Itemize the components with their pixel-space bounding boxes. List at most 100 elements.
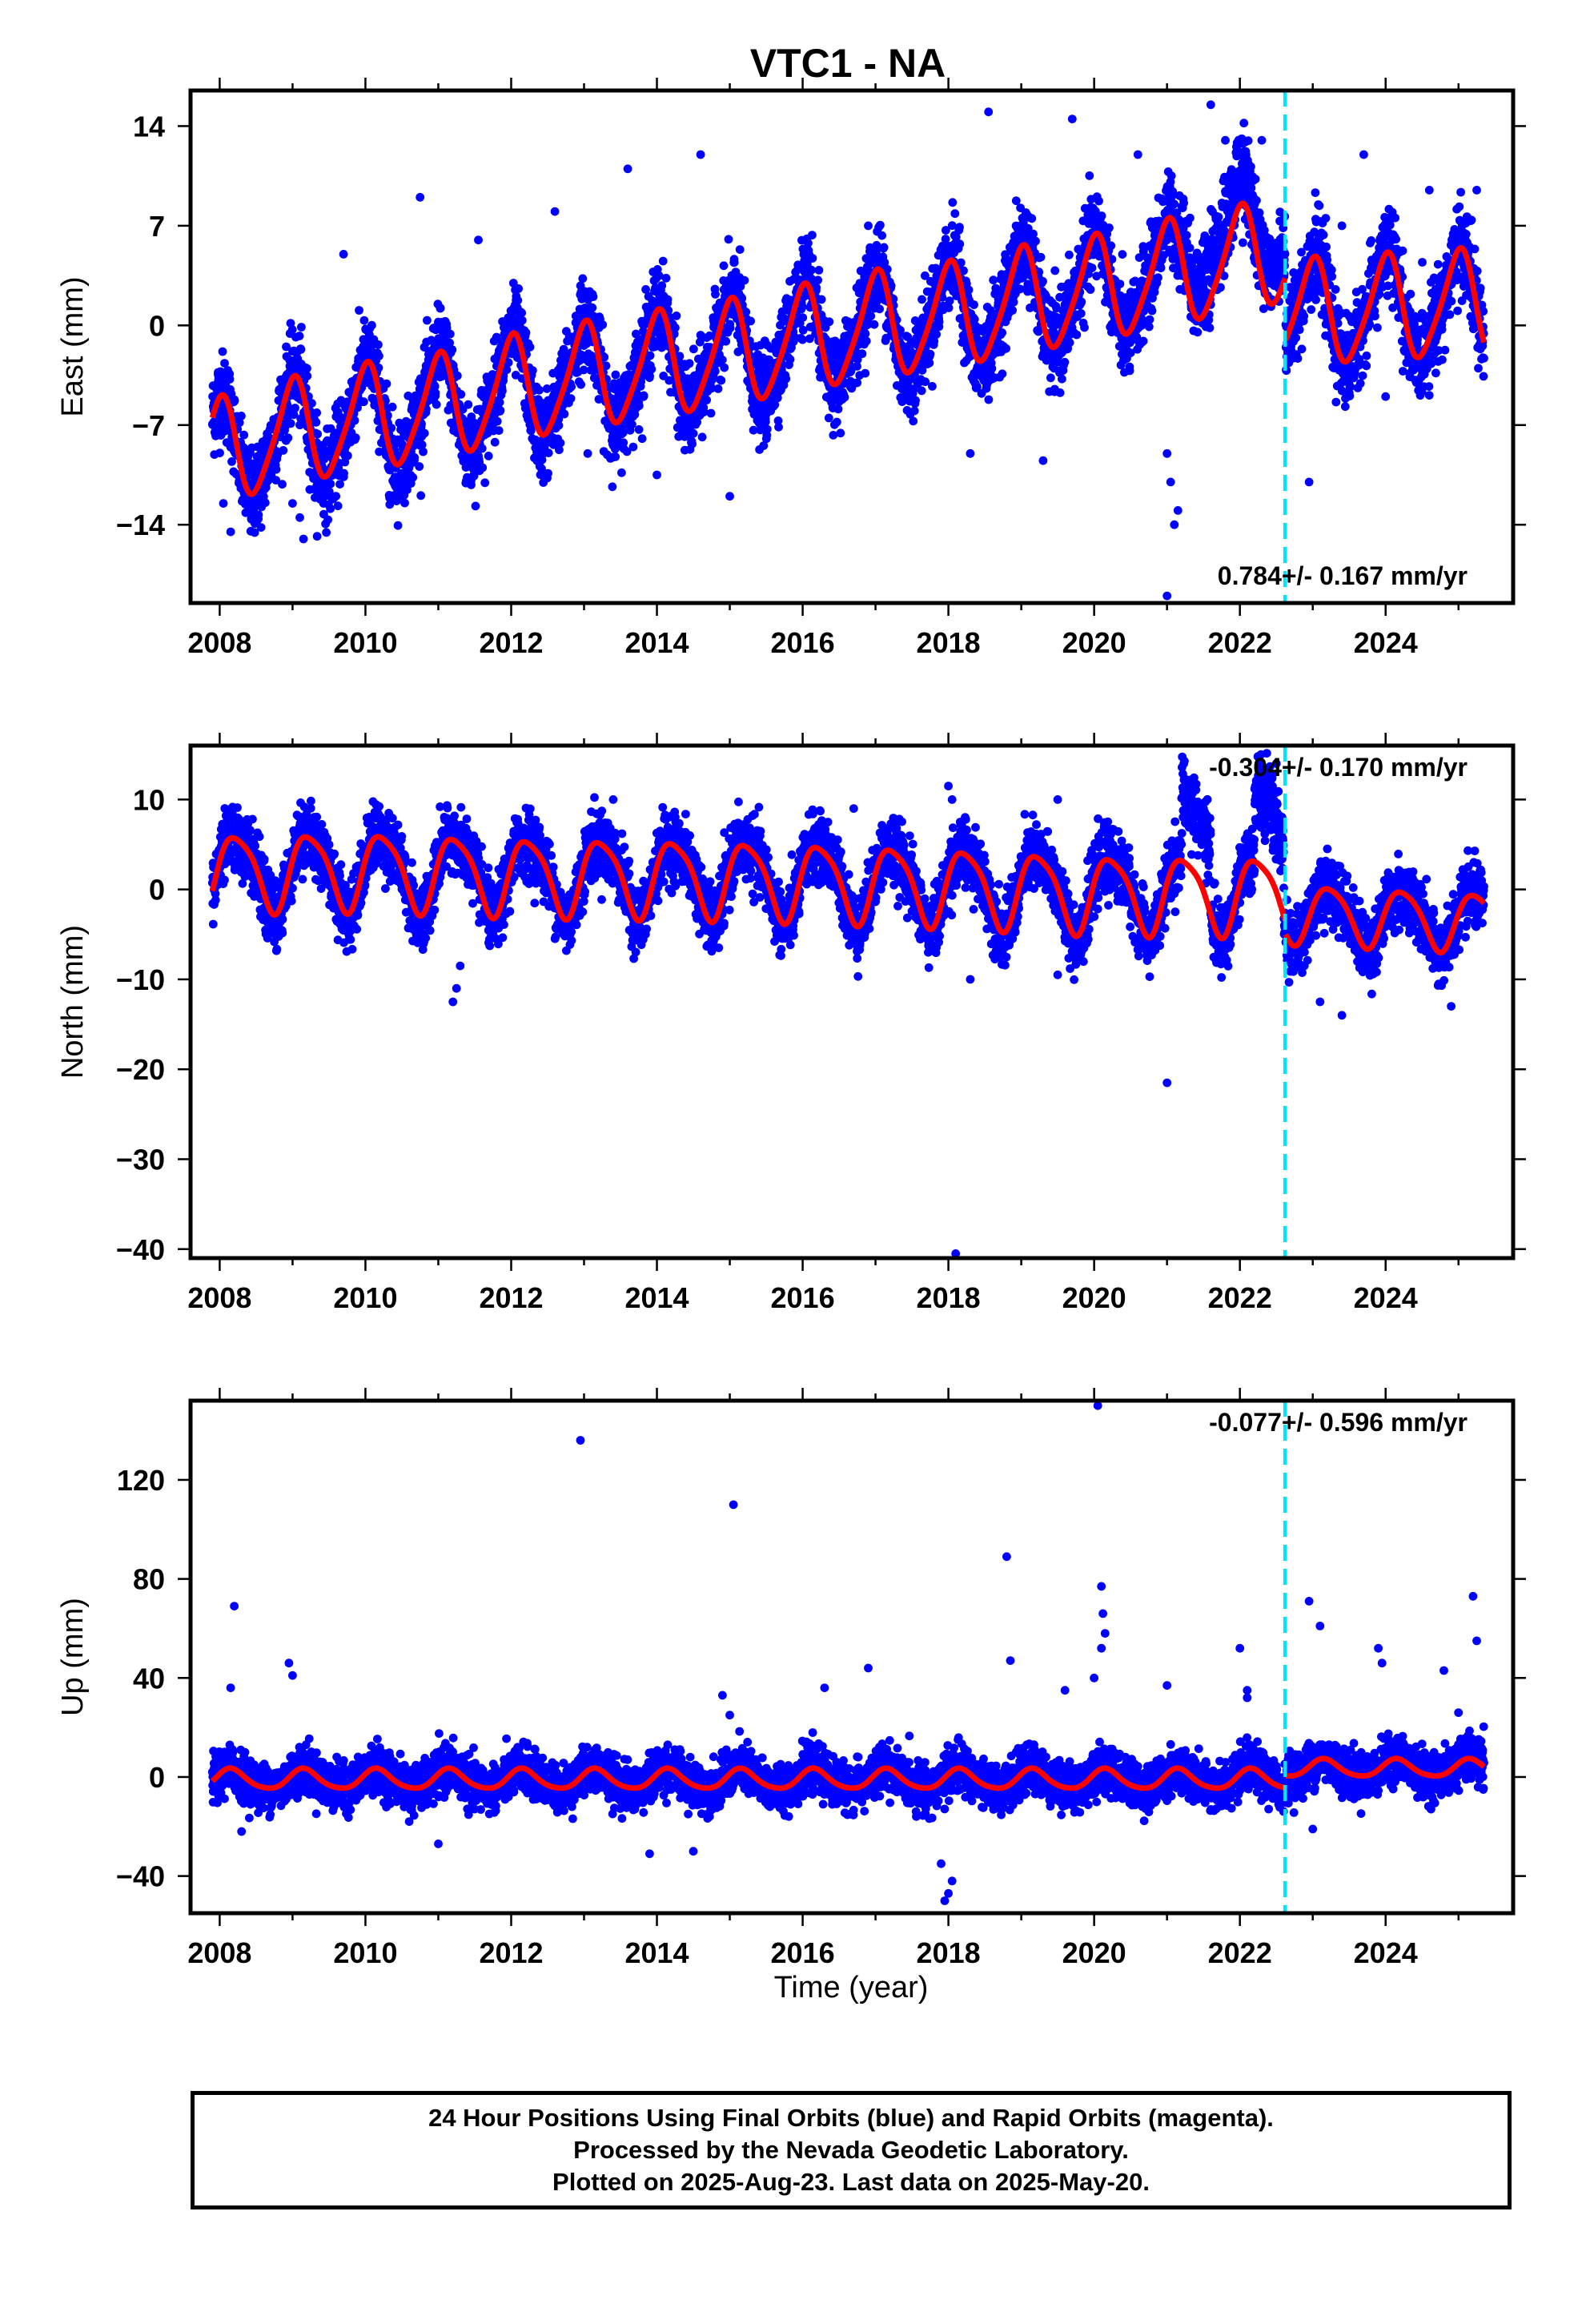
east-obs-point — [588, 292, 598, 301]
east-obs-point — [508, 279, 518, 287]
east-obs-point — [724, 235, 733, 244]
east-obs-point — [271, 476, 280, 485]
east-obs-point — [1106, 241, 1116, 251]
east-obs-point — [478, 463, 488, 472]
east-obs-point — [808, 231, 817, 239]
east-obs-point — [622, 447, 632, 456]
east-obs-point — [239, 443, 248, 452]
east-obs-point — [689, 428, 698, 438]
east-obs-point — [1027, 214, 1037, 223]
east-obs-point — [537, 464, 546, 473]
east-obs-point — [415, 462, 424, 471]
east-obs-point — [836, 428, 845, 438]
east-obs-point — [634, 401, 644, 411]
east-obs-point — [663, 295, 673, 304]
east-obs-point — [566, 394, 576, 403]
east-obs-point — [598, 320, 608, 329]
east-obs-point — [984, 395, 994, 404]
east-obs-point — [717, 376, 726, 385]
east-obs-point — [735, 245, 745, 254]
east-obs-point — [401, 416, 411, 426]
east-obs-point — [1085, 171, 1094, 180]
east-obs-point — [312, 408, 321, 417]
east-obs-point — [948, 198, 958, 207]
east-obs-point — [1065, 338, 1074, 348]
east-obs-point — [926, 349, 935, 359]
east-obs-point — [410, 452, 420, 462]
east-obs-point — [490, 437, 500, 447]
east-obs-point — [639, 391, 648, 400]
east-obs-point — [237, 412, 246, 420]
east-obs-point — [517, 316, 527, 325]
east-obs-point — [1125, 366, 1134, 376]
east-obs-point — [654, 271, 664, 280]
east-obs-point — [989, 275, 998, 285]
panels: 2008 2010 2012 2014 2016 2018 2020 2022 2024−14−… — [56, 78, 1526, 1969]
east-obs-point — [987, 364, 997, 373]
east-obs-point — [909, 416, 918, 426]
chart-title: VTC1 - NA — [750, 41, 946, 86]
east-obs-point — [825, 317, 834, 327]
east-obs-point — [719, 261, 729, 271]
east-obs-point — [464, 400, 473, 409]
east-obs-point — [326, 504, 335, 513]
east-obs-point — [1072, 330, 1082, 340]
east-obs-point — [627, 360, 636, 370]
east-obs-point — [417, 440, 427, 449]
east-obs-point — [671, 323, 680, 332]
east-obs-point — [335, 480, 344, 489]
east-obs-point — [1105, 223, 1114, 232]
east-obs-point — [256, 523, 266, 532]
east-obs-point — [359, 397, 368, 407]
east-obs-point — [1097, 211, 1106, 220]
east-obs-point — [445, 329, 455, 339]
east-obs-point — [322, 528, 331, 537]
east-obs-point — [729, 258, 739, 267]
east-obs-point — [339, 468, 348, 478]
east-obs-point — [798, 313, 808, 322]
east-obs-point — [312, 532, 322, 541]
east-obs-point — [445, 338, 454, 348]
east-obs-point — [225, 375, 235, 384]
east-obs-point — [448, 345, 457, 355]
east-obs-point — [526, 426, 536, 436]
east-obs-point — [295, 332, 304, 340]
east-obs-point — [817, 295, 826, 304]
east-obs-point — [555, 445, 564, 455]
east-obs-point — [326, 479, 335, 489]
east-obs-point — [525, 343, 535, 352]
east-obs-point — [875, 304, 884, 314]
east-obs-point — [917, 295, 926, 304]
east-obs-point — [857, 349, 867, 359]
east-obs-point — [1115, 279, 1125, 288]
east-obs-point — [323, 515, 332, 525]
east-obs-point — [645, 351, 655, 360]
east-obs-point — [467, 480, 476, 489]
east-obs-point — [326, 424, 335, 433]
east-obs-point — [813, 275, 822, 285]
east-obs-point — [484, 452, 493, 460]
east-obs-point — [689, 344, 698, 354]
east-obs-point — [496, 406, 505, 415]
east-obs-point — [950, 209, 960, 219]
east-obs-point — [419, 447, 428, 456]
east-obs-point — [1058, 374, 1066, 384]
east-obs-point — [291, 404, 299, 412]
east-obs-point — [579, 365, 588, 375]
east-obs-point — [1009, 297, 1018, 307]
east-obs-point — [998, 328, 1006, 337]
east-obs-point — [710, 367, 720, 376]
east-obs-point — [374, 363, 383, 372]
east-obs-point — [504, 358, 513, 368]
east-obs-point — [423, 316, 432, 325]
east-obs-point — [542, 384, 552, 393]
east-obs-point — [1118, 250, 1127, 259]
east-obs-point — [932, 330, 941, 339]
east-obs-point — [375, 447, 383, 456]
east-obs-point — [1094, 196, 1103, 206]
east-obs-point — [278, 480, 287, 489]
east-obs-point — [303, 364, 311, 373]
east-obs-point — [1008, 306, 1017, 315]
east-obs-point — [688, 439, 697, 448]
